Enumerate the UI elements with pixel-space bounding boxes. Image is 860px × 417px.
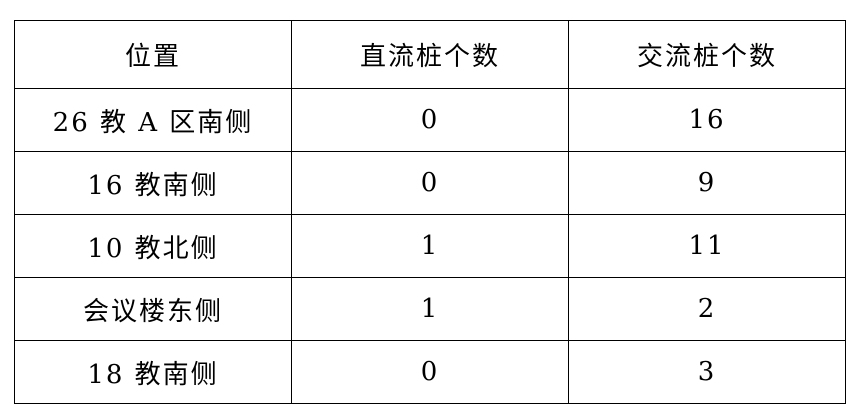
cell-location: 16 教南侧	[14, 151, 292, 215]
cell-location: 18 教南侧	[14, 340, 292, 404]
cell-location: 会议楼东侧	[14, 277, 292, 341]
cell-dc-count: 0	[290, 151, 569, 215]
charging-pile-table: 位置 直流桩个数 交流桩个数 26 教 A 区南侧 0 16 16 教南侧 0 …	[14, 20, 847, 404]
cell-location: 10 教北侧	[14, 214, 292, 278]
cell-dc-count: 0	[290, 88, 569, 152]
table-row: 会议楼东侧 1 2	[14, 277, 847, 341]
table-header-row: 位置 直流桩个数 交流桩个数	[14, 20, 847, 89]
cell-location: 26 教 A 区南侧	[14, 88, 292, 152]
table-row: 16 教南侧 0 9	[14, 151, 847, 215]
table-row: 26 教 A 区南侧 0 16	[14, 88, 847, 152]
table-row: 10 教北侧 1 11	[14, 214, 847, 278]
header-dc-count: 直流桩个数	[290, 20, 569, 89]
cell-ac-count: 9	[567, 151, 847, 215]
cell-ac-count: 11	[567, 214, 847, 278]
table-row: 18 教南侧 0 3	[14, 340, 847, 404]
cell-ac-count: 2	[567, 277, 847, 341]
cell-dc-count: 0	[290, 340, 569, 404]
cell-dc-count: 1	[290, 277, 569, 341]
header-location: 位置	[14, 20, 292, 89]
cell-dc-count: 1	[290, 214, 569, 278]
cell-ac-count: 16	[567, 88, 847, 152]
header-ac-count: 交流桩个数	[567, 20, 847, 89]
cell-ac-count: 3	[567, 340, 847, 404]
